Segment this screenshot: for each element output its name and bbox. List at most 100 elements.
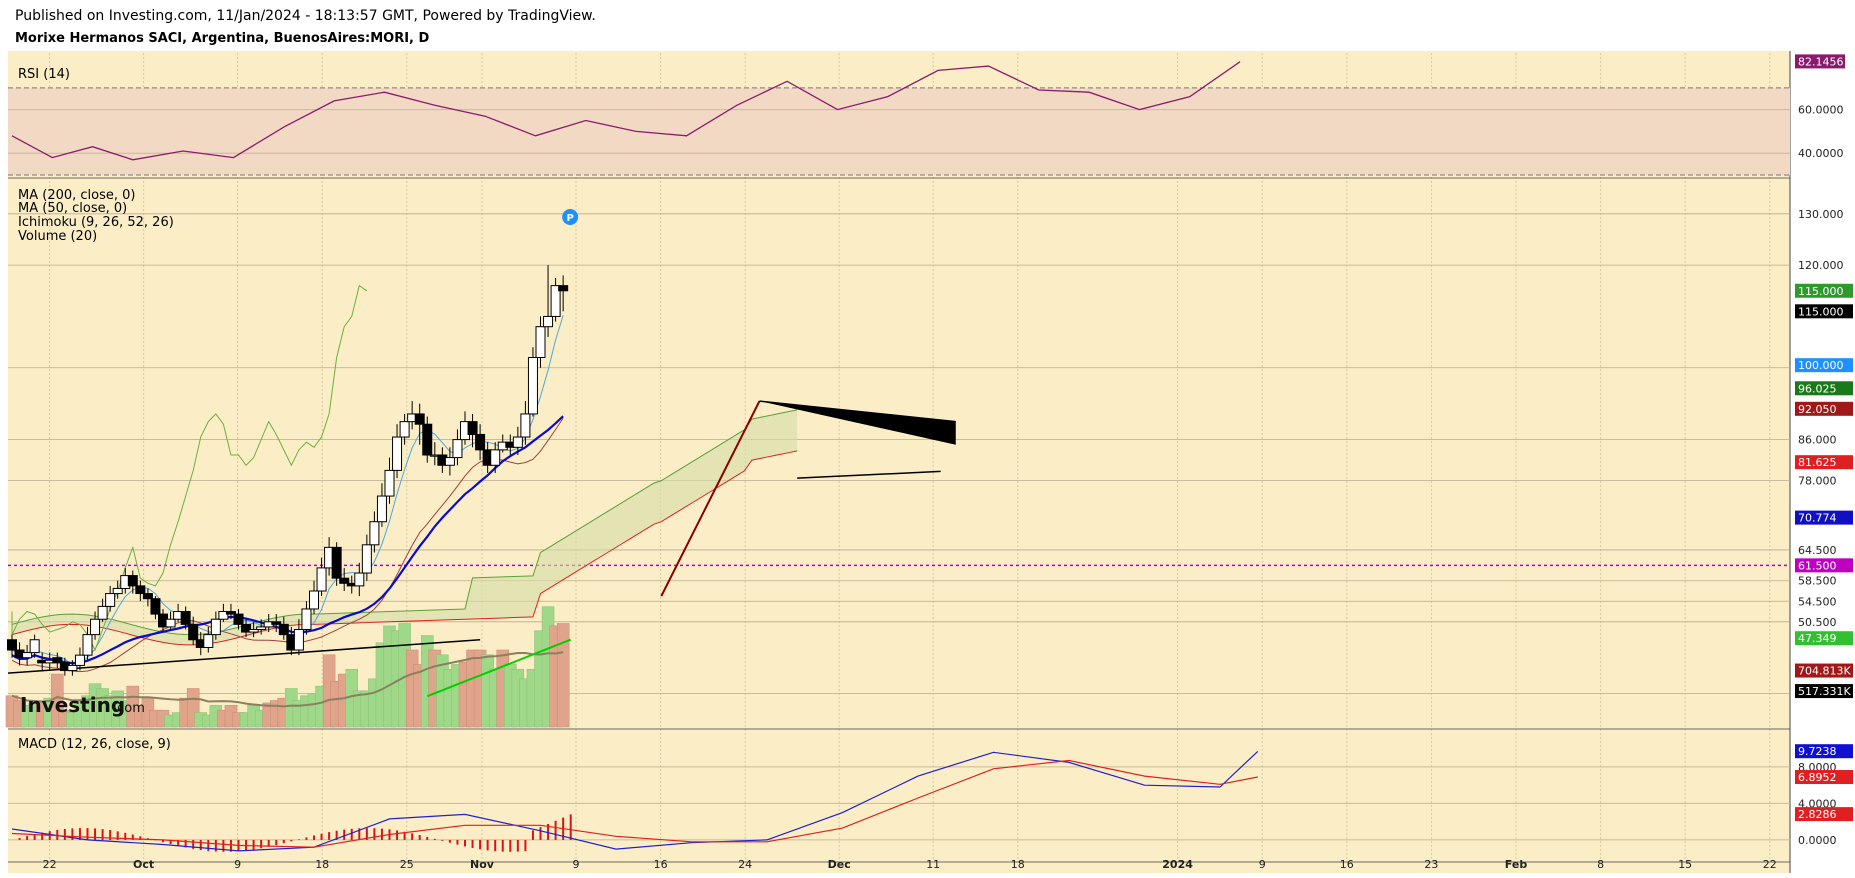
macd-line — [11, 750, 1259, 852]
candle-body — [550, 285, 561, 317]
candle-body — [354, 572, 365, 587]
rsi-band — [8, 87, 1790, 175]
time-tick-label: Feb — [1505, 858, 1528, 871]
price-tag-label: 92.050 — [1798, 403, 1837, 416]
price-tick-label: 78.000 — [1798, 475, 1837, 488]
candle-body — [218, 611, 229, 620]
time-tick-label: 22 — [1763, 858, 1777, 871]
ichimoku-span-b — [11, 450, 798, 646]
time-tick-label: 9 — [234, 858, 241, 871]
time-tick-label: 23 — [1424, 858, 1438, 871]
ma200-line — [426, 638, 572, 698]
candle-body — [339, 577, 350, 584]
macd-value-label: 9.7238 — [1798, 745, 1837, 758]
macd-pane[interactable] — [8, 750, 1790, 852]
legend-volume: Volume (20) — [18, 229, 97, 244]
signal-line — [11, 759, 1258, 848]
rsi-tick-label: 40.0000 — [1798, 147, 1844, 160]
time-tick-label: 8 — [1597, 858, 1604, 871]
pennant-lower-line — [797, 470, 941, 479]
rsi-value-label: 82.1456 — [1798, 55, 1844, 68]
candle-body — [527, 356, 538, 415]
candle-body — [74, 654, 85, 666]
candle-body — [82, 634, 93, 656]
candle-body — [271, 621, 282, 625]
price-tag-label: 81.625 — [1798, 456, 1837, 469]
candle-body — [452, 439, 463, 459]
price-tag — [1795, 558, 1853, 573]
candle-body — [97, 605, 108, 620]
candle-body — [241, 623, 252, 633]
price-tick-label: 58.500 — [1798, 575, 1837, 588]
candle-body — [248, 628, 259, 633]
investing-logo: Investing .com — [20, 693, 145, 717]
macd-title: MACD (12, 26, close, 9) — [18, 737, 171, 752]
logo-suffix: .com — [113, 701, 145, 716]
macd-value-tag — [1795, 744, 1853, 759]
price-tag-label: 47.349 — [1798, 632, 1837, 645]
candle-body — [475, 433, 486, 451]
price-tag-label: 100.000 — [1798, 359, 1844, 372]
time-tick-label: Nov — [470, 858, 495, 871]
price-tick-label: 130.000 — [1798, 208, 1844, 221]
time-tick-label: Oct — [133, 858, 154, 871]
time-tick-label: 16 — [1340, 858, 1354, 871]
symbol-title: Morixe Hermanos SACI, Argentina, BuenosA… — [15, 31, 430, 46]
published-line: Published on Investing.com, 11/Jan/2024 … — [15, 8, 596, 24]
candle-body — [180, 611, 191, 625]
pennant-upper-line — [759, 400, 956, 423]
candle-body — [301, 608, 312, 630]
candle-body — [369, 521, 380, 546]
candle-body — [376, 495, 387, 523]
price-tick-label: 86.000 — [1798, 434, 1837, 447]
volume-ma-line — [11, 651, 564, 708]
time-tick-label: 22 — [43, 858, 57, 871]
candle-body — [543, 315, 554, 328]
macd-tick-label: 0.0000 — [1798, 834, 1837, 847]
price-tick-label: 120.000 — [1798, 259, 1844, 272]
candle-body — [7, 639, 17, 651]
support-trendline — [7, 639, 481, 674]
candle-body — [309, 590, 319, 610]
candle-body — [278, 623, 289, 636]
candle-body — [422, 423, 433, 456]
candle-body — [316, 567, 327, 592]
price-tag — [1795, 455, 1853, 470]
candle-body — [67, 664, 78, 672]
candle-body — [188, 623, 199, 641]
time-tick-label: 15 — [1678, 858, 1692, 871]
candle-body — [256, 626, 267, 630]
rsi-line — [11, 61, 1241, 161]
candle-body — [535, 326, 546, 358]
price-axis: 82.1456 60.0000 40.0000 130.000 120.000 100.0… — [1795, 54, 1853, 847]
time-tick-label: 18 — [1011, 858, 1025, 871]
candle-body — [90, 618, 101, 636]
price-pane[interactable]: none P — [5, 0, 1790, 728]
legend-ma50: MA (50, close, 0) — [18, 201, 127, 216]
price-tag — [1795, 358, 1853, 373]
candle-body — [384, 469, 395, 497]
candle-body — [29, 639, 40, 654]
p-marker-icon — [562, 209, 579, 225]
candle-body — [52, 657, 63, 664]
ichimoku-chikou — [11, 284, 368, 652]
time-tick-label: 11 — [926, 858, 940, 871]
legend-ma200: MA (200, close, 0) — [18, 188, 135, 203]
signal-value-label: 6.8952 — [1798, 771, 1837, 784]
time-tick-label: 9 — [573, 858, 580, 871]
time-tick-label: 9 — [1259, 858, 1266, 871]
rsi-pane[interactable] — [8, 61, 1790, 176]
price-tick-label: 50.500 — [1798, 616, 1837, 629]
price-tick-label: 64.500 — [1798, 544, 1837, 557]
fill: none — [759, 401, 956, 445]
candle-body — [22, 652, 33, 659]
time-tick-label: 25 — [400, 858, 414, 871]
plot-background — [8, 51, 1790, 873]
hist-value-label: 2.8286 — [1798, 808, 1837, 821]
logo-main: Investing — [20, 693, 125, 717]
candle-body — [165, 618, 176, 628]
candle-body — [225, 611, 236, 615]
time-tick-label: 24 — [738, 858, 752, 871]
hist-value-tag — [1795, 807, 1853, 822]
